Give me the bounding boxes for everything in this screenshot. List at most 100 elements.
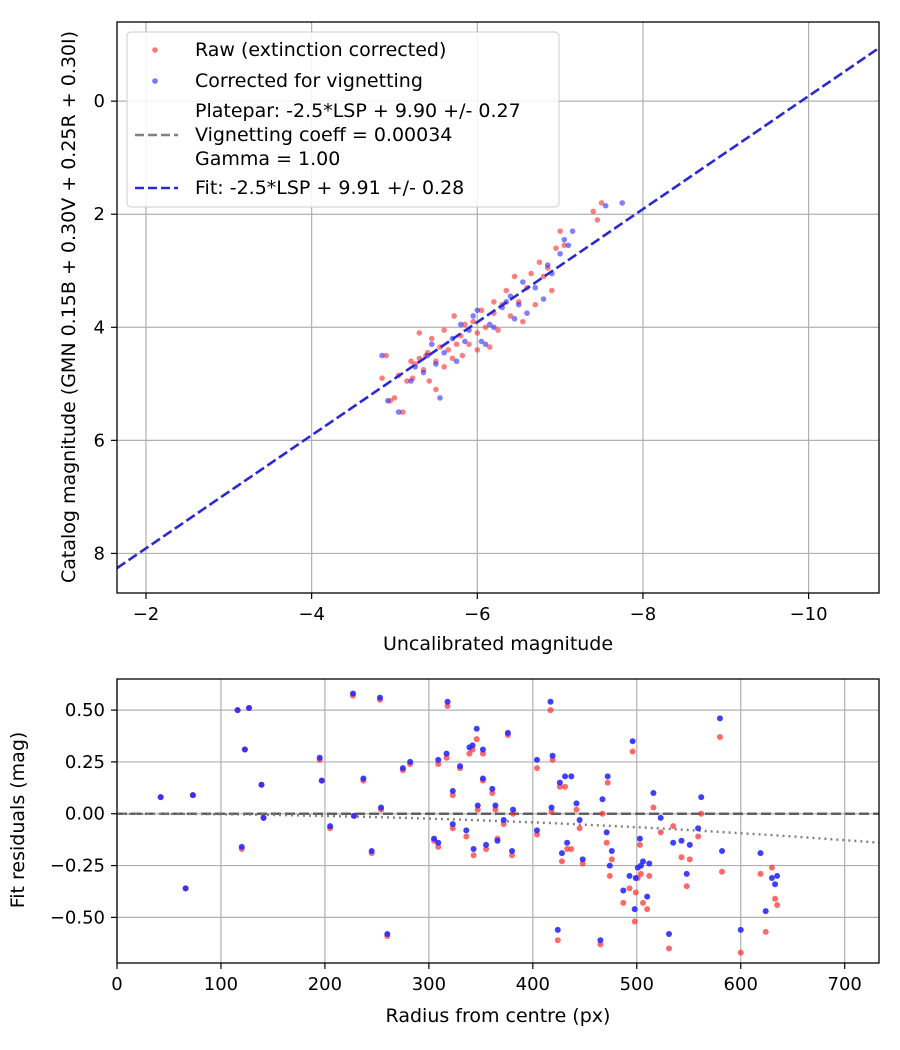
raw-residual-point — [435, 843, 442, 850]
raw-residual-point — [548, 808, 555, 815]
raw-residual-point — [443, 754, 450, 761]
raw-residual-point — [636, 841, 643, 848]
legend: Raw (extinction corrected) Corrected for… — [126, 31, 560, 208]
corrected-point — [437, 395, 443, 401]
raw-residual-point — [632, 889, 639, 896]
raw-residual-point — [573, 806, 580, 813]
corrected-point — [453, 358, 460, 365]
corrected-residual-point — [510, 806, 517, 813]
legend-platepar-label: Platepar: -2.5*LSP + 9.90 +/- 0.27 — [195, 100, 521, 122]
corrected-residual-point — [238, 843, 245, 850]
corrected-residual-point — [377, 694, 384, 701]
raw-point — [598, 200, 605, 206]
corrected-residual-point — [260, 814, 267, 821]
corrected-point — [408, 378, 414, 384]
legend-box — [126, 31, 560, 208]
calibration-x-tick-label: −10 — [790, 604, 828, 625]
raw-point — [470, 318, 476, 325]
corrected-point — [561, 236, 568, 243]
residuals-x-tick-label: 300 — [412, 974, 446, 995]
raw-point — [441, 364, 447, 370]
corrected-residual-point — [157, 794, 164, 801]
corrected-residual-point — [757, 850, 764, 857]
residuals-ticks: 0 100 200 300 400 500 600 700 −0.50 −0.25 0.00 0.25… — [50, 700, 862, 995]
corrected-residual-point — [772, 881, 779, 888]
raw-residual-point — [608, 856, 615, 863]
vignetting-curve — [117, 812, 879, 844]
corrected-residual-point — [686, 841, 693, 848]
calibration-y-tick-label: 2 — [94, 204, 105, 225]
corrected-point — [462, 338, 468, 345]
raw-point — [399, 409, 406, 415]
corrected-residual-point — [473, 725, 480, 732]
raw-residual-point — [604, 779, 611, 786]
corrected-residual-point — [549, 752, 556, 759]
residuals-x-tick-label: 400 — [516, 974, 550, 995]
residuals-x-tick-label: 100 — [204, 974, 238, 995]
legend-raw-marker — [152, 47, 158, 53]
raw-residual-point — [603, 839, 610, 846]
legend-corrected-label: Corrected for vignetting — [195, 70, 423, 92]
corrected-residual-point — [576, 816, 583, 823]
corrected-point — [441, 349, 447, 356]
corrected-residual-point — [444, 698, 451, 705]
residuals-chart: 0 100 200 300 400 500 600 700 −0.50 −0.25 0.00 0.25… — [7, 678, 880, 1027]
raw-residual-point — [666, 945, 673, 952]
corrected-residual-point — [678, 837, 685, 844]
raw-residual-point — [683, 883, 690, 890]
corrected-residual-point — [698, 794, 705, 801]
residuals-x-tick-label: 600 — [724, 974, 758, 995]
raw-point — [557, 228, 563, 234]
calibration-y-tick-label: 8 — [94, 543, 105, 564]
calibration-x-tick-label: −8 — [630, 604, 657, 625]
corrected-residual-point — [620, 887, 627, 894]
corrected-residual-point — [435, 839, 442, 846]
raw-residual-point — [466, 750, 473, 757]
corrected-point — [433, 361, 439, 367]
raw-point — [594, 217, 601, 223]
legend-gamma-label: Gamma = 1.00 — [195, 148, 340, 170]
raw-point — [482, 324, 489, 331]
raw-point — [408, 358, 414, 365]
calibration-ticks: −2 −4 −6 −8 −10 0 2 4 6 8 — [94, 91, 828, 625]
raw-residual-point — [483, 845, 490, 852]
raw-point — [532, 301, 539, 308]
corrected-residual-point — [556, 779, 563, 786]
corrected-residual-point — [407, 758, 414, 765]
corrected-residual-point — [533, 827, 540, 834]
corrected-residual-point — [443, 750, 450, 757]
corrected-point — [385, 397, 391, 404]
corrected-point — [524, 310, 530, 316]
corrected-residual-point — [533, 756, 540, 763]
corrected-residual-point — [318, 777, 325, 784]
corrected-point — [482, 341, 489, 348]
raw-point — [474, 347, 481, 353]
corrected-residual-point — [492, 802, 499, 809]
corrected-point — [428, 341, 435, 348]
raw-point — [549, 287, 555, 294]
residuals-y-tick-label: 0.50 — [65, 700, 105, 721]
raw-residual-point — [620, 899, 627, 906]
corrected-residual-point — [368, 848, 375, 855]
raw-residual-point — [686, 856, 693, 863]
corrected-residual-point — [189, 792, 196, 799]
raw-residual-point — [533, 765, 540, 772]
corrected-residual-point — [469, 742, 476, 749]
corrected-residual-point — [182, 885, 189, 892]
residuals-frame — [116, 678, 880, 964]
residuals-y-tick-label: −0.50 — [50, 907, 105, 928]
corrected-residual-point — [558, 850, 565, 857]
raw-point — [478, 307, 485, 314]
corrected-residual-point — [631, 906, 638, 913]
raw-residual-point — [768, 864, 775, 871]
raw-residual-point — [564, 845, 571, 852]
corrected-point — [470, 313, 476, 319]
raw-point — [451, 313, 457, 319]
raw-residual-point — [772, 895, 779, 902]
corrected-residual-point — [599, 796, 606, 803]
raw-residual-point — [547, 707, 554, 714]
calibration-x-axis-label: Uncalibrated magnitude — [383, 633, 613, 655]
raw-residual-point — [463, 833, 470, 840]
corrected-residual-point — [564, 839, 571, 846]
